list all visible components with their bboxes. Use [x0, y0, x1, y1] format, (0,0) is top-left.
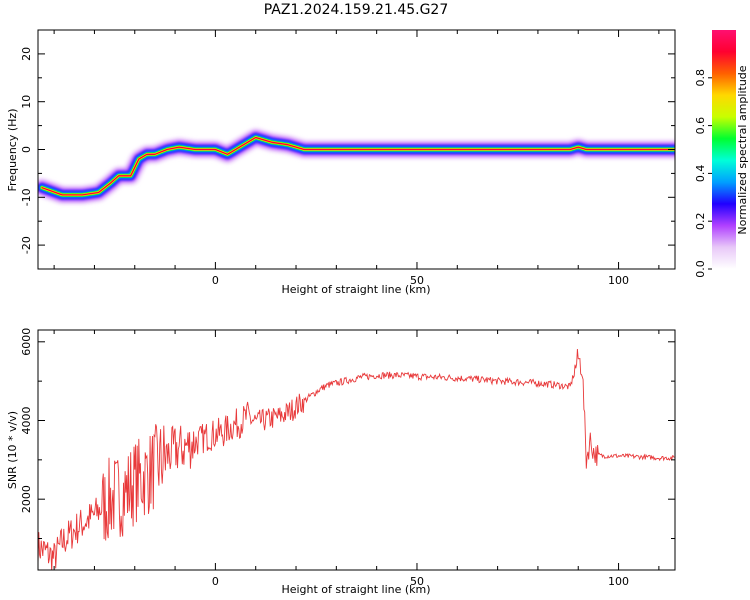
spectrogram-ytick-label: -10	[20, 188, 33, 206]
spectrogram-ylabel: Frequency (Hz)	[6, 109, 19, 192]
snr-xtick-label: 50	[410, 575, 424, 588]
snr-ytick-label: 4000	[20, 406, 33, 434]
snr-panel: 0 50 100 2000 4000 6000 Height of straight li…	[6, 328, 676, 596]
spectrogram-ridge	[38, 128, 675, 204]
spectrogram-ytick-label: 20	[20, 47, 33, 61]
snr-xlabel: Height of straight line (km)	[281, 583, 430, 596]
spectrogram-ytick-label: 0	[20, 146, 33, 153]
colorbar-ticks: 0.0 0.2 0.4 0.6 0.8	[694, 69, 712, 278]
snr-series-line	[38, 348, 675, 570]
spectrogram-xtick-label: 100	[608, 274, 629, 287]
snr-xtick-label: 100	[608, 575, 629, 588]
figure-title: PAZ1.2024.159.21.45.G27	[264, 2, 449, 18]
spectrogram-panel: 0 50 100 -20 -10 0 10 20 Height of straight lin…	[6, 29, 676, 296]
snr-frame	[37, 329, 676, 571]
snr-ytick-label: 2000	[20, 485, 33, 513]
spectrogram-xlabel: Height of straight line (km)	[281, 283, 430, 296]
colorbar-gradient	[712, 30, 736, 269]
colorbar-tick-label: 0.2	[694, 212, 707, 230]
snr-ticks: 0 50 100 2000 4000 6000	[20, 328, 675, 588]
colorbar-tick-label: 0.0	[694, 260, 707, 278]
spectrogram-ytick-label: -20	[20, 236, 33, 254]
colorbar-tick-label: 0.8	[694, 69, 707, 87]
spectrogram-ticks: 0 50 100 -20 -10 0 10 20	[20, 29, 675, 287]
snr-ytick-label: 6000	[20, 328, 33, 356]
snr-ylabel: SNR (10 * v/v)	[6, 411, 19, 489]
colorbar-tick-label: 0.4	[694, 165, 707, 183]
ridge-contour	[41, 136, 675, 196]
colorbar-label: Normalized spectral amplitude	[736, 65, 749, 234]
spectrogram-xtick-label: 0	[212, 274, 219, 287]
colorbar-tick-label: 0.6	[694, 117, 707, 135]
spectrogram-xtick-label: 50	[410, 274, 424, 287]
spectrogram-ytick-label: 10	[20, 95, 33, 109]
snr-xtick-label: 0	[212, 575, 219, 588]
colorbar: 0.0 0.2 0.4 0.6 0.8 Normalized spectral ampl…	[694, 30, 749, 278]
